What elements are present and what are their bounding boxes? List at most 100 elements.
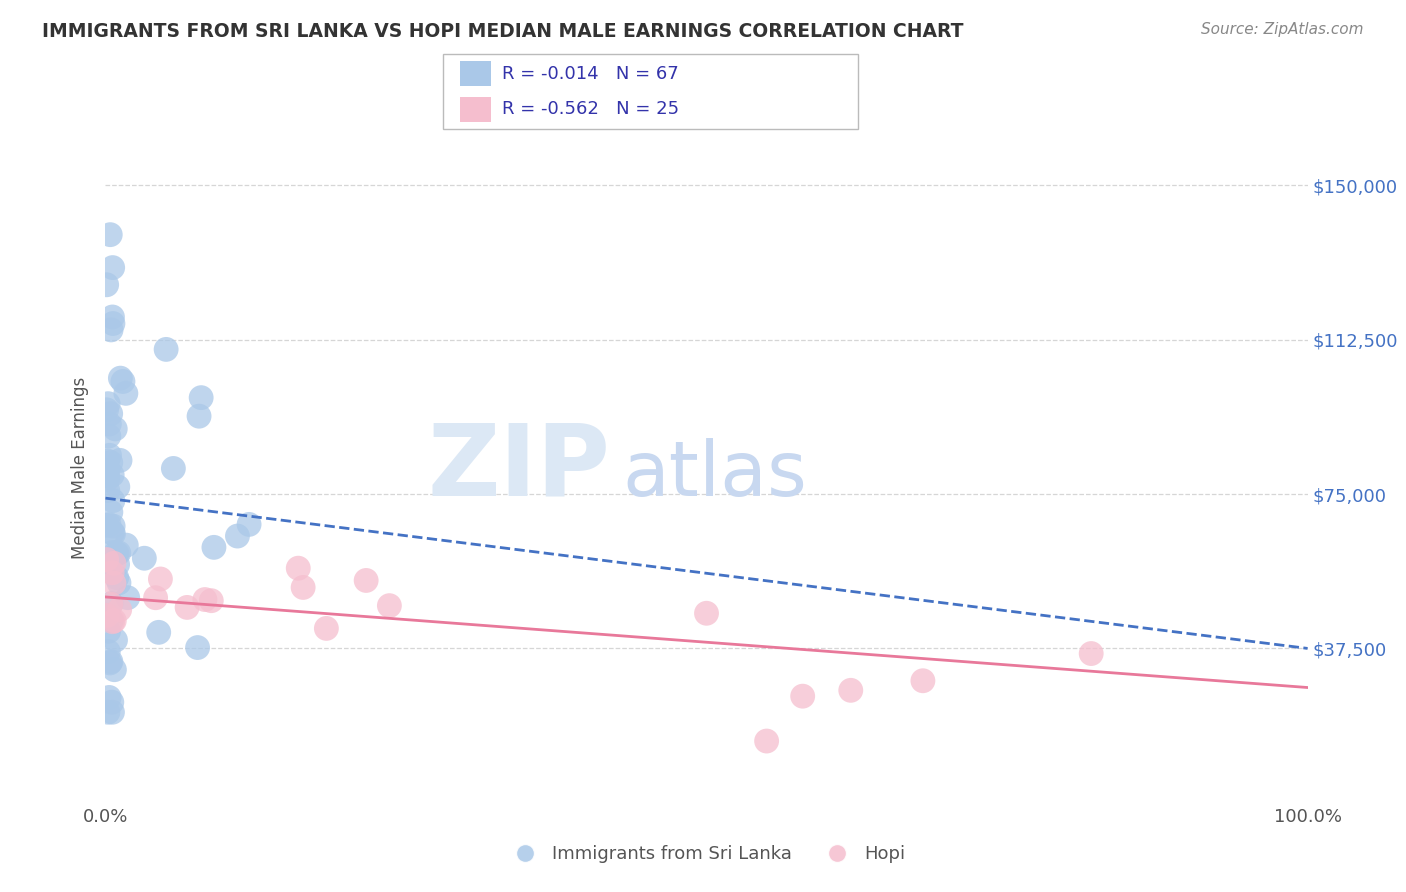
Point — [145, 591, 167, 605]
Point — [100, 456, 122, 470]
Point — [100, 597, 122, 611]
Point — [103, 663, 125, 677]
Point — [103, 526, 125, 541]
Point — [148, 625, 170, 640]
Point — [98, 417, 121, 431]
Point — [100, 407, 122, 421]
Point — [792, 689, 814, 703]
Point — [104, 633, 127, 648]
Point — [108, 453, 131, 467]
Point — [96, 277, 118, 292]
Text: ZIP: ZIP — [427, 420, 610, 516]
Point — [134, 551, 156, 566]
Point — [108, 602, 131, 616]
Point — [100, 505, 122, 519]
Text: R = -0.014   N = 67: R = -0.014 N = 67 — [502, 64, 679, 83]
Point — [115, 538, 138, 552]
Point — [96, 402, 118, 417]
Point — [97, 705, 120, 719]
Y-axis label: Median Male Earnings: Median Male Earnings — [72, 377, 90, 559]
Point — [110, 371, 132, 385]
Legend: Immigrants from Sri Lanka, Hopi: Immigrants from Sri Lanka, Hopi — [501, 838, 912, 871]
Point — [96, 608, 118, 623]
Point — [115, 386, 138, 401]
Point — [105, 547, 128, 561]
Point — [315, 621, 337, 635]
Point — [96, 560, 118, 574]
Point — [354, 574, 377, 588]
Point — [111, 375, 134, 389]
Point — [101, 493, 124, 508]
Point — [97, 561, 120, 575]
Point — [101, 705, 124, 719]
Point — [107, 480, 129, 494]
Point — [105, 571, 128, 585]
Point — [292, 581, 315, 595]
Point — [155, 343, 177, 357]
Point — [97, 483, 120, 498]
Point — [1080, 647, 1102, 661]
Point — [107, 546, 129, 560]
Point — [101, 310, 124, 324]
Point — [108, 575, 131, 590]
Point — [104, 546, 127, 560]
Point — [101, 525, 124, 540]
Point — [97, 645, 120, 659]
Point — [100, 614, 122, 628]
Point — [97, 429, 120, 443]
Point — [101, 615, 124, 629]
Point — [101, 695, 124, 709]
Point — [911, 673, 934, 688]
Point — [696, 607, 718, 621]
Point — [104, 422, 127, 436]
Point — [149, 572, 172, 586]
Point — [755, 734, 778, 748]
Point — [98, 656, 121, 670]
Text: R = -0.562   N = 25: R = -0.562 N = 25 — [502, 100, 679, 119]
Point — [97, 624, 120, 639]
Point — [101, 467, 124, 482]
Text: atlas: atlas — [623, 438, 807, 512]
Point — [162, 461, 184, 475]
Point — [96, 552, 118, 566]
Text: Source: ZipAtlas.com: Source: ZipAtlas.com — [1201, 22, 1364, 37]
Point — [101, 519, 124, 533]
Point — [97, 397, 120, 411]
Point — [226, 529, 249, 543]
Point — [96, 518, 118, 533]
Point — [287, 561, 309, 575]
Point — [103, 576, 125, 591]
Text: IMMIGRANTS FROM SRI LANKA VS HOPI MEDIAN MALE EARNINGS CORRELATION CHART: IMMIGRANTS FROM SRI LANKA VS HOPI MEDIAN… — [42, 22, 963, 41]
Point — [97, 464, 120, 478]
Point — [100, 323, 122, 337]
Point — [100, 655, 122, 669]
Point — [200, 593, 222, 607]
Point — [96, 454, 118, 468]
Point — [117, 591, 139, 605]
Point — [107, 558, 129, 572]
Point — [378, 599, 401, 613]
Point — [100, 597, 122, 611]
Point — [839, 683, 862, 698]
Point — [97, 472, 120, 486]
Point — [98, 227, 121, 242]
Point — [101, 545, 124, 559]
Point — [238, 517, 260, 532]
Point — [194, 592, 217, 607]
Point — [176, 600, 198, 615]
Point — [190, 391, 212, 405]
Point — [101, 317, 124, 331]
Point — [98, 690, 121, 705]
Point — [96, 468, 118, 483]
Point — [97, 517, 120, 532]
Point — [188, 409, 211, 424]
Point — [187, 640, 209, 655]
Point — [103, 557, 125, 571]
Point — [101, 566, 124, 580]
Point — [202, 541, 225, 555]
Point — [96, 554, 118, 568]
Point — [96, 608, 118, 623]
Point — [98, 448, 121, 462]
Point — [103, 614, 125, 628]
Point — [101, 260, 124, 275]
